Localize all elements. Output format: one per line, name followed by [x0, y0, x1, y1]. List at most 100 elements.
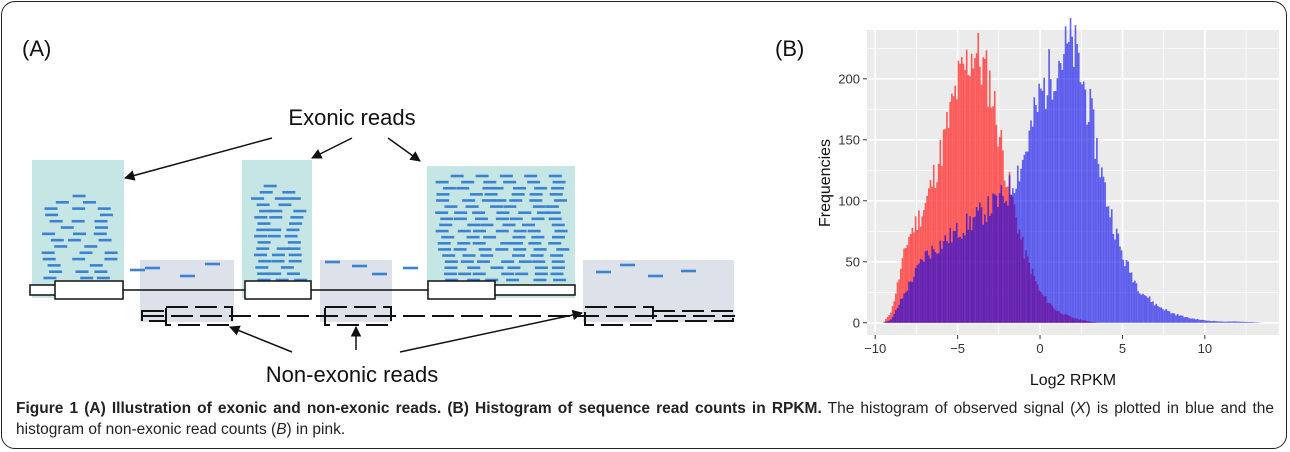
- arrow-exon-1: [123, 137, 273, 181]
- histogram-bars: [883, 17, 1263, 323]
- histogram-bar: [1186, 317, 1189, 323]
- histogram-bar: [932, 249, 935, 323]
- histogram-bar: [967, 229, 970, 323]
- histogram-bar: [904, 292, 907, 323]
- histogram-bar: [1204, 320, 1207, 323]
- histogram-bar: [898, 279, 900, 323]
- histogram-bar: [1237, 321, 1240, 323]
- histogram-bar: [1107, 206, 1110, 323]
- histogram-bar: [927, 255, 930, 323]
- histogram-bar: [929, 180, 932, 323]
- caption-text-1: The histogram of observed signal (: [821, 400, 1076, 417]
- histogram-bar: [1025, 151, 1027, 323]
- y-tick-label: 200: [838, 71, 860, 86]
- histogram-bar: [913, 276, 915, 323]
- histogram-bar: [932, 164, 935, 323]
- histogram-bar: [970, 230, 973, 323]
- histogram-bar: [896, 307, 899, 323]
- histogram-bar: [1068, 41, 1070, 323]
- histogram-bar: [903, 248, 905, 323]
- histogram-bar: [1218, 321, 1220, 323]
- histogram-bar: [1063, 54, 1065, 323]
- y-tick-label: 50: [846, 254, 860, 269]
- histogram-bar: [1089, 88, 1092, 323]
- exon-box-utr-right: [494, 284, 576, 296]
- histogram-bar: [951, 242, 953, 323]
- histogram-bar: [1173, 313, 1176, 323]
- histogram-bar: [1035, 104, 1037, 323]
- histogram-bar: [1015, 188, 1017, 323]
- histogram-bar: [1097, 163, 1100, 323]
- histogram-bar: [1087, 121, 1090, 323]
- histogram-bar: [936, 253, 938, 323]
- arrow-exon-3: [387, 137, 421, 162]
- histogram-bar: [988, 216, 991, 323]
- histogram-bar: [1081, 84, 1083, 323]
- histogram-bar: [1232, 321, 1235, 323]
- caption-text-2: ) is plotted in blue and the histogram o…: [16, 400, 1275, 438]
- histogram-bar: [885, 321, 887, 323]
- histogram-bar: [1224, 321, 1227, 323]
- histogram-bar: [904, 248, 907, 323]
- histogram-bar: [1185, 317, 1187, 323]
- histogram-bar: [895, 293, 897, 323]
- histogram-bar: [1158, 307, 1161, 323]
- histogram-bar: [1226, 321, 1228, 323]
- histogram-bar: [1119, 246, 1121, 323]
- histogram-bar: [937, 253, 940, 323]
- x-tick-label: 0: [1036, 341, 1043, 356]
- histogram-bar: [1096, 137, 1098, 323]
- histogram-bar: [890, 312, 892, 323]
- histogram-bar: [957, 60, 960, 323]
- histogram-bar: [1155, 303, 1158, 323]
- arrow-exon-2: [311, 137, 353, 159]
- histogram-bar: [1008, 175, 1011, 323]
- histogram-bar: [1018, 181, 1021, 323]
- histogram-bar: [1129, 272, 1131, 323]
- histogram-bar: [895, 310, 897, 323]
- histogram-bar: [1059, 63, 1062, 323]
- histogram-bar: [1101, 167, 1103, 323]
- histogram-bar: [955, 99, 958, 323]
- exon-box-2: [244, 280, 312, 300]
- histogram-bar: [970, 53, 973, 323]
- histogram-bar: [906, 245, 909, 323]
- histogram-bar: [979, 66, 981, 323]
- histogram-bar: [974, 58, 976, 323]
- histogram-bar: [964, 235, 966, 323]
- panel-a-label: (A): [22, 36, 52, 61]
- histogram-bar: [1122, 259, 1125, 323]
- histogram-bar: [993, 194, 996, 323]
- histogram-bar: [886, 321, 889, 323]
- histogram-bar: [1073, 66, 1075, 323]
- histogram-bar: [984, 58, 986, 323]
- histogram-bar: [959, 236, 961, 323]
- histogram-bar: [1036, 111, 1039, 323]
- histogram-bar: [1000, 185, 1003, 323]
- histogram-bar: [891, 317, 894, 323]
- histogram-bar: [962, 232, 965, 323]
- histogram-series-1: [883, 17, 1263, 323]
- histogram-bar: [1056, 78, 1059, 323]
- histogram-bar: [1239, 321, 1242, 323]
- histogram-bar: [1153, 305, 1156, 323]
- histogram-bar: [1043, 77, 1045, 323]
- histogram-bar: [990, 213, 993, 323]
- panel-b-label: (B): [775, 36, 805, 61]
- y-tick-label: 100: [838, 193, 860, 208]
- histogram-bar: [969, 76, 971, 323]
- histogram-bar: [1058, 60, 1060, 323]
- histogram-bar: [919, 258, 922, 323]
- histogram-bar: [1040, 88, 1042, 323]
- caption-title: Figure 1 (A) Illustration of exonic and …: [16, 400, 822, 417]
- histogram-bar: [1150, 302, 1153, 323]
- histogram-bar: [975, 207, 978, 323]
- histogram-bar: [918, 263, 920, 323]
- histogram-bar: [909, 234, 912, 323]
- histogram-bar: [1130, 272, 1133, 323]
- histogram-bar: [1160, 307, 1162, 323]
- histogram-bar: [972, 68, 975, 323]
- histogram-bar: [1104, 182, 1106, 323]
- histogram-bar: [1007, 205, 1009, 323]
